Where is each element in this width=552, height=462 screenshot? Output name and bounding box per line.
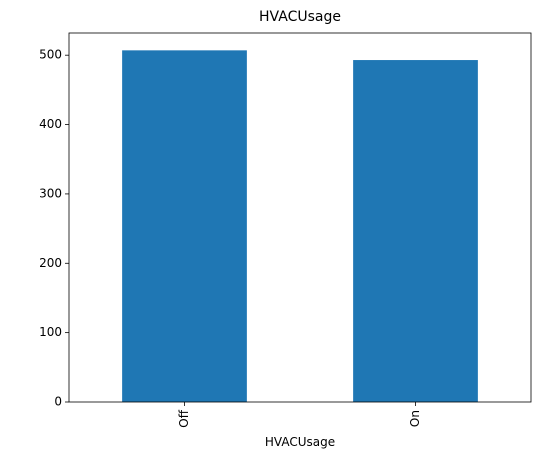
chart-title: HVACUsage xyxy=(259,9,341,25)
x-tick-label: Off xyxy=(177,409,191,427)
plot-frame xyxy=(68,32,532,403)
y-tick-label: 100 xyxy=(39,325,62,339)
y-tick-label: 500 xyxy=(39,48,62,62)
y-tick-label: 200 xyxy=(39,256,62,270)
y-tick-label: 0 xyxy=(54,395,62,409)
x-tick-label: On xyxy=(408,410,422,427)
bar xyxy=(353,60,478,402)
y-tick-label: 300 xyxy=(39,186,62,200)
x-axis-label: HVACUsage xyxy=(265,435,335,449)
y-tick-label: 400 xyxy=(39,117,62,131)
bar xyxy=(122,50,247,403)
